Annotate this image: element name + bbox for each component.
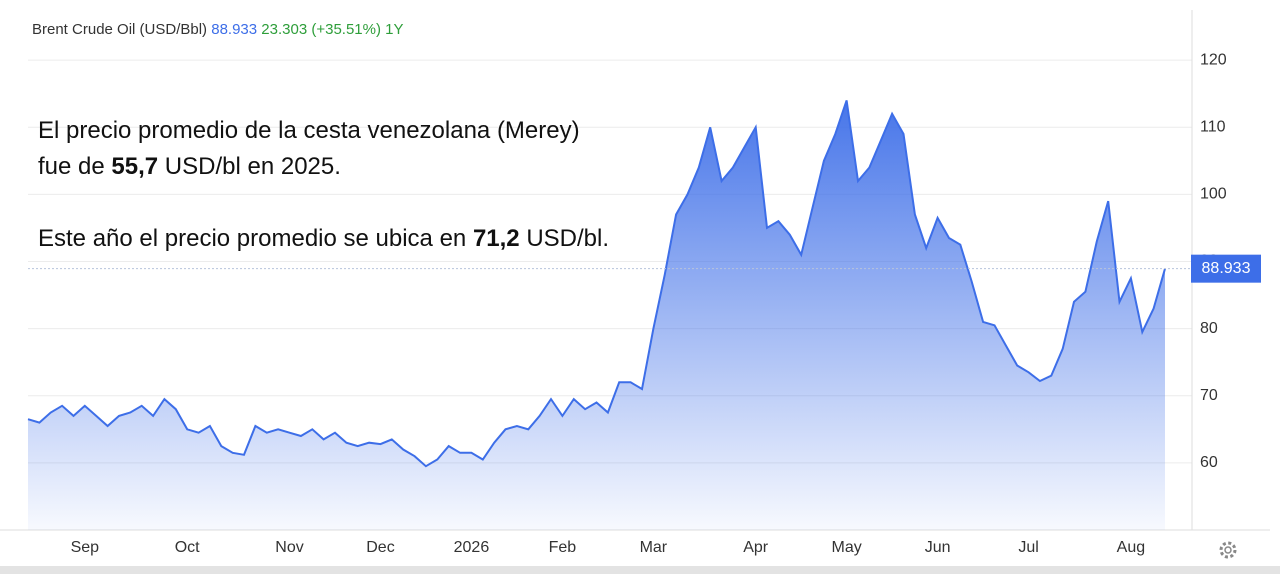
annotation: Este año el precio promedio se ubica en …: [38, 221, 618, 257]
x-tick-label: May: [832, 539, 862, 556]
last-price: 88.933: [211, 21, 257, 38]
x-tick-label: Jul: [1018, 539, 1038, 556]
x-tick-label: Oct: [175, 539, 200, 556]
last-value-box: [1191, 254, 1261, 283]
last-value-label: 88.933: [1202, 260, 1251, 277]
y-tick-label: 100: [1200, 186, 1227, 203]
line: [27, 100, 1166, 468]
change-pct: (+35.51%): [311, 21, 381, 38]
y-tick-label: 110: [1200, 118, 1226, 135]
annotation: El precio promedio de la cesta venezolan…: [38, 113, 618, 185]
annotation-text: 55,7: [111, 153, 159, 180]
y-tick-label: 70: [1200, 387, 1218, 404]
change: 23.303: [261, 21, 307, 38]
area: [28, 100, 1165, 531]
annotation-text: USD/bl en 2025.: [158, 153, 341, 180]
x-tick-label: Nov: [275, 539, 303, 556]
annotation-text: Este año el precio promedio se ubica en: [38, 225, 473, 252]
period: 1Y: [385, 21, 403, 38]
y-tick-label: 120: [1200, 51, 1227, 68]
annotation-text: 71,2: [472, 225, 520, 252]
x-tick-label: Apr: [743, 539, 769, 556]
x-tick-label: Mar: [640, 539, 668, 556]
annotation-text: USD/bl.: [519, 225, 610, 252]
header: Brent Crude Oil (USD/Bbl) 88.933 23.303 …: [32, 21, 404, 38]
y-tick-label: 60: [1200, 454, 1218, 471]
title: Brent Crude Oil (USD/Bbl): [32, 21, 207, 38]
bottom-bar: [0, 566, 1280, 574]
y-tick-label: 80: [1200, 320, 1218, 337]
x-tick-label: Feb: [549, 539, 577, 556]
x-tick-label: Aug: [1117, 539, 1145, 556]
x-tick-label: Jun: [925, 539, 951, 556]
settings-icon[interactable]: [1219, 541, 1237, 559]
annotation-text: El precio promedio de la cesta venezolan…: [38, 117, 580, 180]
x-tick-label: Dec: [366, 539, 394, 556]
x-tick-label: 2026: [454, 539, 490, 556]
x-tick-label: Sep: [71, 539, 100, 556]
